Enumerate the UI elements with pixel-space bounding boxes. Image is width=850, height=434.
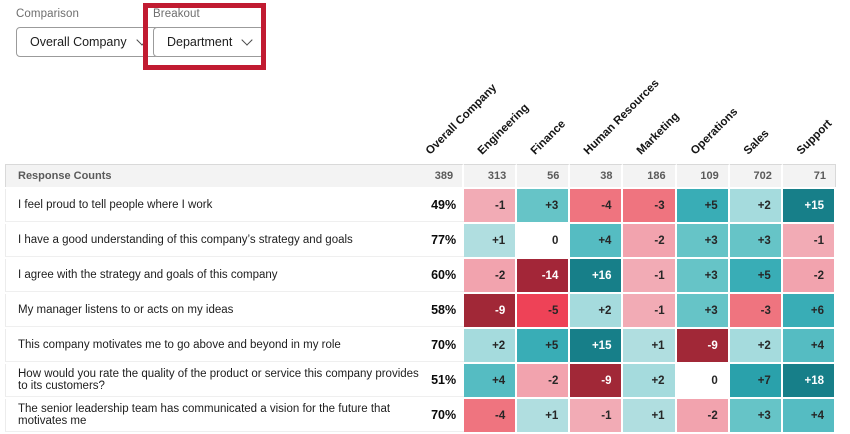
heat-cell: +1 (623, 399, 677, 432)
response-count-cell: 56 (517, 164, 571, 187)
table-row: The senior leadership team has communica… (5, 399, 836, 432)
heat-cell: +5 (517, 329, 571, 362)
heat-cell: -5 (517, 294, 571, 327)
column-header-marketing: Marketing (634, 110, 682, 158)
heat-cell: +4 (464, 364, 518, 397)
heat-cell: -3 (623, 189, 677, 222)
comparison-control: Comparison Overall Company (16, 8, 159, 57)
response-count-cell: 71 (782, 164, 836, 187)
question-cell: My manager listens to or acts on my idea… (5, 294, 423, 327)
column-header-operations: Operations (688, 105, 741, 158)
response-counts-row: Response Counts 389 313 56 38 186 109 702 71 (5, 164, 836, 187)
table-row: I agree with the strategy and goals of t… (5, 259, 836, 292)
heat-cell: -9 (570, 364, 624, 397)
response-count-cell: 702 (729, 164, 783, 187)
question-cell: This company motivates me to go above an… (5, 329, 423, 362)
column-header-engineering: Engineering (475, 101, 532, 158)
heat-cell: +3 (517, 189, 571, 222)
breakout-dropdown[interactable]: Department (153, 27, 265, 57)
heat-cell: -1 (464, 189, 518, 222)
comparison-dropdown-value: Overall Company (30, 35, 127, 49)
heat-cell: -1 (570, 399, 624, 432)
heat-cell: -4 (570, 189, 624, 222)
heat-cell: +18 (782, 364, 836, 397)
column-header-finance: Finance (528, 118, 569, 158)
heat-cell: +2 (729, 329, 783, 362)
heat-cell: +2 (570, 294, 624, 327)
heat-cell: +3 (729, 224, 783, 257)
overall-percent-cell: 49% (423, 189, 465, 222)
heat-cell: +3 (676, 294, 730, 327)
heat-cell: +3 (676, 259, 730, 292)
response-count-cell: 38 (570, 164, 624, 187)
overall-percent-cell: 70% (423, 329, 465, 362)
comparison-dropdown[interactable]: Overall Company (16, 27, 159, 57)
heat-cell: +15 (782, 189, 836, 222)
table-row: This company motivates me to go above an… (5, 329, 836, 362)
question-cell: I agree with the strategy and goals of t… (5, 259, 423, 292)
heat-cell: 0 (517, 224, 571, 257)
heat-cell: +3 (676, 224, 730, 257)
heatmap-table: Response Counts 389 313 56 38 186 109 702 71 I fe… (5, 162, 836, 434)
question-cell: The senior leadership team has communica… (5, 399, 423, 432)
heat-cell: +15 (570, 329, 624, 362)
overall-percent-cell: 58% (423, 294, 465, 327)
heat-cell: -2 (517, 364, 571, 397)
breakout-control: Breakout Department (153, 8, 265, 57)
overall-percent-cell: 77% (423, 224, 465, 257)
heat-cell: -2 (464, 259, 518, 292)
heat-cell: -2 (782, 259, 836, 292)
response-count-cell: 313 (464, 164, 518, 187)
heat-cell: -3 (729, 294, 783, 327)
breakout-label: Breakout (153, 8, 200, 20)
heat-cell: +4 (782, 399, 836, 432)
table-row: How would you rate the quality of the pr… (5, 364, 836, 397)
heat-cell: -9 (676, 329, 730, 362)
chevron-down-icon (135, 34, 148, 46)
heat-cell: +1 (623, 329, 677, 362)
overall-percent-cell: 51% (423, 364, 465, 397)
heat-cell: +5 (729, 259, 783, 292)
heat-cell: +7 (729, 364, 783, 397)
heat-cell: 0 (676, 364, 730, 397)
heat-cell: +4 (570, 224, 624, 257)
overall-percent-cell: 60% (423, 259, 465, 292)
response-count-cell: 109 (676, 164, 730, 187)
heat-cell: +4 (782, 329, 836, 362)
heat-cell: +3 (729, 399, 783, 432)
heat-cell: +1 (464, 224, 518, 257)
heat-cell: -9 (464, 294, 518, 327)
column-header-support: Support (794, 117, 835, 158)
heat-cell: -1 (623, 294, 677, 327)
heat-cell: -1 (782, 224, 836, 257)
table-row: I have a good understanding of this comp… (5, 224, 836, 257)
heat-cell: +5 (676, 189, 730, 222)
heat-cell: -2 (676, 399, 730, 432)
chevron-down-icon (241, 34, 253, 46)
column-header-sales: Sales (741, 127, 772, 158)
question-cell: I feel proud to tell people where I work (5, 189, 423, 222)
question-cell: I have a good understanding of this comp… (5, 224, 423, 257)
response-counts-label: Response Counts (5, 164, 423, 187)
response-count-cell: 389 (423, 164, 465, 187)
heat-cell: -4 (464, 399, 518, 432)
overall-percent-cell: 70% (423, 399, 465, 432)
response-count-cell: 186 (623, 164, 677, 187)
heat-cell: -2 (623, 224, 677, 257)
heat-cell: -1 (623, 259, 677, 292)
heat-cell: +1 (517, 399, 571, 432)
breakout-dropdown-value: Department (167, 35, 233, 49)
heat-cell: +2 (729, 189, 783, 222)
heat-cell: +16 (570, 259, 624, 292)
heat-cell: +2 (464, 329, 518, 362)
question-cell: How would you rate the quality of the pr… (5, 364, 423, 397)
heat-cell: +6 (782, 294, 836, 327)
table-row: I feel proud to tell people where I work… (5, 189, 836, 222)
table-row: My manager listens to or acts on my idea… (5, 294, 836, 327)
heat-cell: +2 (623, 364, 677, 397)
heat-cell: -14 (517, 259, 571, 292)
comparison-label: Comparison (16, 8, 79, 20)
